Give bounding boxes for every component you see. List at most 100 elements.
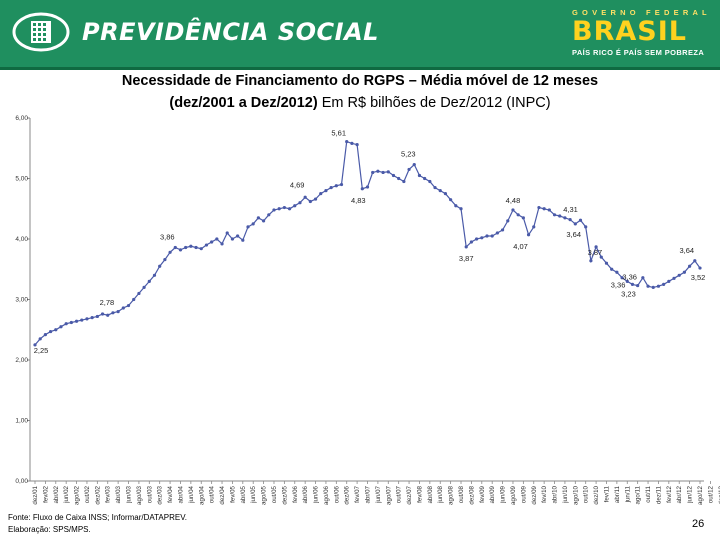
data-point (698, 266, 702, 270)
data-point (85, 317, 89, 321)
x-tick-label: jun/06 (313, 485, 320, 503)
data-point (54, 328, 58, 332)
data-point (308, 199, 312, 204)
data-point (106, 313, 110, 317)
data-point (371, 170, 375, 175)
brasil-wordmark: BRASIL (572, 16, 687, 47)
x-tick-label: jun/05 (250, 485, 257, 503)
data-point (495, 231, 499, 235)
data-point (329, 185, 333, 190)
x-tick-label: jun/11 (624, 485, 631, 503)
data-point (667, 279, 671, 283)
data-label: 4,48 (506, 196, 521, 205)
x-tick-label: jun/09 (500, 485, 507, 503)
x-tick-label: fev/10 (541, 485, 548, 502)
data-point (246, 225, 250, 229)
data-label: 3,87 (459, 254, 474, 263)
data-label: 5,23 (401, 150, 416, 159)
data-point (563, 216, 567, 220)
x-tick-label: fev/12 (666, 485, 673, 502)
x-tick-label: jun/10 (562, 485, 569, 503)
data-point (256, 216, 260, 220)
data-point (469, 240, 474, 244)
x-tick-label: dez/08 (468, 485, 475, 504)
data-point (303, 195, 307, 199)
data-point (194, 245, 198, 250)
data-point (298, 201, 302, 205)
data-point (610, 267, 614, 271)
data-point (261, 219, 266, 223)
data-point (594, 245, 598, 249)
x-tick-label: ago/12 (697, 485, 704, 504)
data-point (672, 276, 676, 280)
data-point (215, 237, 219, 241)
x-tick-label: fev/07 (354, 485, 361, 502)
x-tick-label: fev/09 (479, 485, 486, 502)
data-point (454, 204, 458, 208)
chart-title-period: (dez/2001 a Dez/2012) (169, 95, 318, 111)
data-point (69, 320, 73, 325)
x-tick-label: ago/04 (198, 485, 205, 504)
x-tick-label: out/05 (271, 485, 278, 503)
y-tick-label: 5,00 (15, 176, 28, 183)
data-point (443, 192, 448, 196)
data-label: 3,64 (680, 246, 695, 255)
data-point (147, 279, 151, 283)
x-tick-label: ago/03 (136, 485, 143, 504)
x-tick-label: abr/07 (365, 485, 372, 503)
x-tick-label: fev/05 (229, 485, 236, 502)
government-label: GOVERNO FEDERAL (572, 8, 711, 17)
x-tick-label: ago/05 (261, 485, 268, 504)
x-tick-label: ago/02 (74, 485, 81, 504)
x-tick-label: out/02 (84, 485, 91, 503)
y-tick-label: 0,00 (15, 478, 28, 485)
x-tick-label: dez/09 (531, 485, 538, 504)
data-point (313, 197, 318, 201)
data-point (578, 218, 583, 222)
data-point (59, 325, 63, 329)
data-point (173, 245, 177, 250)
x-tick-label: dez/11 (655, 485, 662, 504)
data-point (158, 264, 162, 268)
data-point (438, 189, 442, 193)
data-point (381, 170, 385, 175)
data-point (116, 310, 120, 314)
data-point (48, 329, 53, 334)
x-tick-label: dez/10 (593, 485, 600, 504)
header-banner: PREVIDÊNCIA SOCIAL GOVERNO FEDERAL BRASI… (0, 0, 720, 70)
data-point (189, 244, 193, 248)
footer-note: Fonte: Fluxo de Caixa INSS; Informar/DAT… (8, 512, 187, 536)
x-tick-label: out/09 (520, 485, 527, 503)
data-point (339, 182, 344, 187)
x-tick-label: dez/04 (219, 485, 226, 504)
chart-title: Necessidade de Financiamento do RGPS – M… (0, 70, 720, 114)
data-point (641, 276, 645, 280)
data-point (126, 303, 131, 308)
data-point (334, 184, 338, 188)
data-point (428, 179, 432, 184)
data-point (537, 205, 541, 210)
data-point (693, 259, 697, 263)
x-tick-label: dez/05 (281, 485, 288, 504)
x-tick-label: abr/09 (489, 485, 496, 503)
data-point (220, 242, 224, 246)
x-tick-label: fev/11 (603, 485, 610, 502)
data-label: 3,64 (566, 230, 581, 239)
data-point (111, 311, 115, 315)
data-label: 3,36 (622, 273, 637, 282)
data-point (584, 225, 588, 229)
data-point (365, 185, 370, 189)
line-chart: 0,00 1,00 2,00 3,00 4,00 5,00 6,00 dez/01 fev/02… (15, 115, 720, 505)
x-tick-label: fev/02 (42, 485, 49, 502)
data-point (651, 285, 655, 289)
data-label: 4,83 (351, 196, 366, 205)
x-tick-label: jun/03 (126, 485, 133, 503)
data-point (449, 198, 453, 202)
data-point (80, 318, 84, 322)
data-point (485, 234, 489, 238)
data-point (282, 205, 286, 210)
government-logo: GOVERNO FEDERAL BRASIL PAÍS RICO É PAÍS … (568, 8, 712, 60)
y-tick-label: 4,00 (15, 236, 28, 243)
x-tick-label: dez/03 (157, 485, 164, 504)
data-point (376, 169, 380, 173)
